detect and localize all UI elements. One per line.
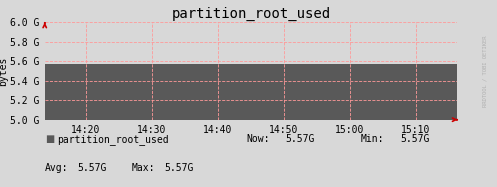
- Text: 5.57G: 5.57G: [77, 163, 106, 173]
- Text: Now:: Now:: [246, 134, 269, 144]
- Y-axis label: bytes: bytes: [0, 56, 8, 86]
- Text: Min:: Min:: [360, 134, 384, 144]
- Text: ■: ■: [45, 134, 54, 144]
- Text: partition_root_used: partition_root_used: [57, 134, 169, 145]
- Text: Avg:: Avg:: [45, 163, 68, 173]
- Text: 5.57G: 5.57G: [164, 163, 193, 173]
- Text: 5.57G: 5.57G: [400, 134, 429, 144]
- Title: partition_root_used: partition_root_used: [171, 7, 331, 22]
- Text: Max:: Max:: [132, 163, 155, 173]
- Text: 5.57G: 5.57G: [286, 134, 315, 144]
- Text: RRDTOOL / TOBI OETIKER: RRDTOOL / TOBI OETIKER: [482, 35, 487, 107]
